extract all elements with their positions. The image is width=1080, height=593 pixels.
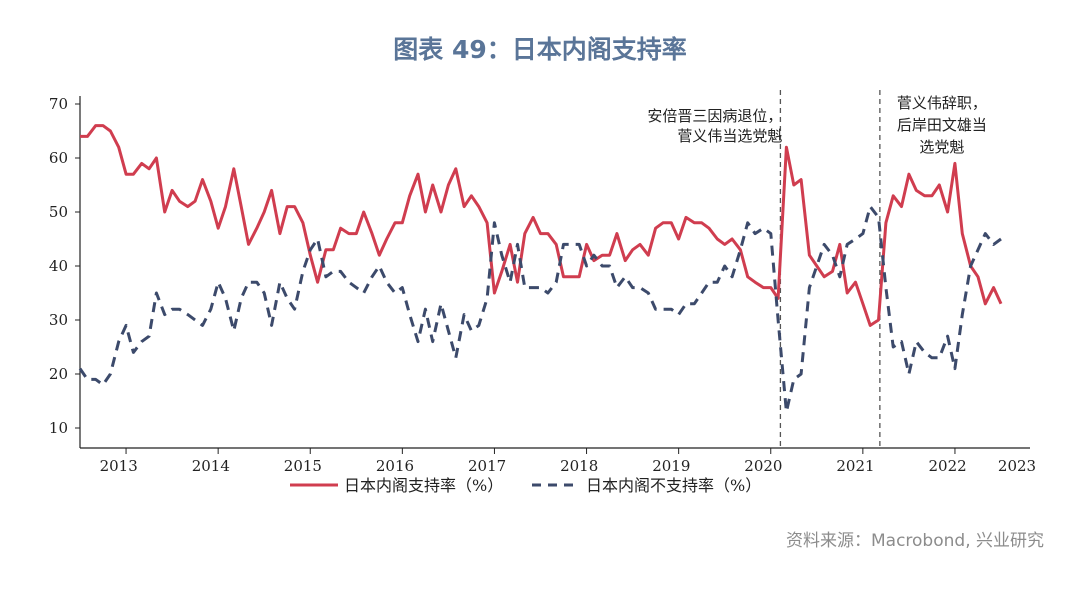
chart-title: 图表 49：日本内阁支持率 [393, 35, 687, 64]
series-group [78, 124, 1003, 414]
x-tick-label: 2021 [836, 457, 874, 475]
annotation-text: 后岸田文雄当 [897, 116, 987, 134]
series-line-support [80, 124, 1003, 327]
y-tick-label: 30 [49, 311, 68, 329]
x-tick-label: 2019 [652, 457, 690, 475]
legend: 日本内阁支持率（%） 日本内阁不支持率（%） [290, 476, 761, 495]
y-tick-label: 40 [49, 257, 68, 275]
x-tick-label: 2020 [744, 457, 782, 475]
y-tick-label: 20 [49, 365, 68, 383]
annotation-text: 安倍晋三因病退位， [647, 107, 782, 125]
event-lines [779, 90, 881, 448]
series-line-disapproval [78, 205, 1002, 414]
legend-label-support: 日本内阁支持率（%） [344, 476, 503, 495]
x-tick-label: 2023 [998, 457, 1036, 475]
y-tick-label: 50 [49, 203, 68, 221]
y-tick-label: 70 [49, 95, 68, 113]
axes: 10 20 30 40 50 60 70 2013 2014 2015 2016 2017 2018 20… [49, 95, 1036, 475]
x-tick-label: 2017 [468, 457, 506, 475]
source-note: 资料来源：Macrobond, 兴业研究 [785, 531, 1044, 551]
y-tick-label: 10 [49, 419, 68, 437]
annotation-text: 选党魁 [919, 138, 964, 156]
x-tick-label: 2013 [100, 457, 138, 475]
x-tick-label: 2014 [192, 457, 230, 475]
x-tick-label: 2016 [376, 457, 414, 475]
y-tick-label: 60 [49, 149, 68, 167]
x-tick-label: 2022 [928, 457, 966, 475]
x-tick-label: 2015 [284, 457, 322, 475]
x-tick-label: 2018 [560, 457, 598, 475]
annotation-text: 菅义伟当选党魁 [677, 127, 782, 145]
legend-label-disapproval: 日本内阁不支持率（%） [586, 476, 761, 495]
annotation-text: 菅义伟辞职， [897, 94, 987, 112]
